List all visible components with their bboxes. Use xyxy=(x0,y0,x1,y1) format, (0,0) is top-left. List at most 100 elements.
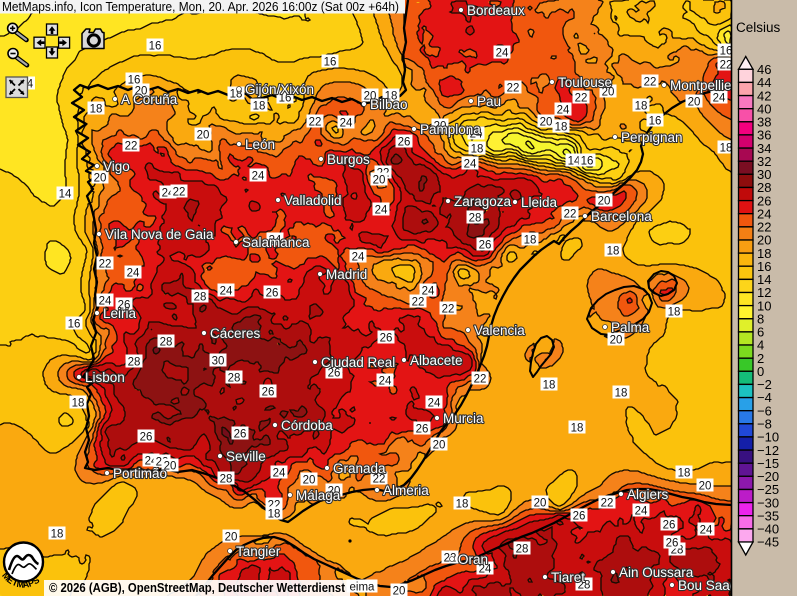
svg-text:24: 24 xyxy=(375,204,388,216)
svg-text:Almeria: Almeria xyxy=(383,483,429,498)
svg-text:M: M xyxy=(16,579,25,590)
svg-text:Madrid: Madrid xyxy=(326,267,367,282)
svg-text:24: 24 xyxy=(700,524,713,536)
svg-text:28: 28 xyxy=(128,356,141,368)
svg-text:18: 18 xyxy=(72,397,85,409)
svg-text:46: 46 xyxy=(757,62,771,77)
svg-text:Valladolid: Valladolid xyxy=(284,193,342,208)
svg-text:28: 28 xyxy=(516,543,529,555)
svg-text:Zaragoza: Zaragoza xyxy=(454,194,512,209)
svg-text:−12: −12 xyxy=(757,443,779,458)
svg-text:S: S xyxy=(31,575,42,587)
svg-text:6: 6 xyxy=(757,325,764,340)
svg-text:20: 20 xyxy=(610,334,623,346)
svg-text:20: 20 xyxy=(328,485,341,497)
svg-text:16: 16 xyxy=(128,74,141,86)
svg-text:−30: −30 xyxy=(757,495,779,510)
svg-text:Granada: Granada xyxy=(333,461,386,476)
svg-text:16: 16 xyxy=(757,259,771,274)
svg-text:Toulouse: Toulouse xyxy=(558,75,612,90)
svg-text:Ain Oussara: Ain Oussara xyxy=(619,565,694,580)
svg-text:26: 26 xyxy=(398,136,411,148)
svg-text:22: 22 xyxy=(644,76,657,88)
svg-text:22: 22 xyxy=(575,92,588,104)
svg-text:28: 28 xyxy=(757,180,771,195)
svg-text:Portimão: Portimão xyxy=(113,466,167,481)
svg-text:0: 0 xyxy=(757,364,764,379)
svg-text:16: 16 xyxy=(149,40,162,52)
svg-text:Vila Nova de Gaia: Vila Nova de Gaia xyxy=(105,227,214,242)
svg-text:20: 20 xyxy=(164,460,177,472)
svg-text:28: 28 xyxy=(469,212,482,224)
svg-text:Salamanca: Salamanca xyxy=(242,235,310,250)
svg-text:Pau: Pau xyxy=(477,94,501,109)
svg-text:MetMaps.info, Icon Temperature: MetMaps.info, Icon Temperature, Mon, 20.… xyxy=(2,0,399,14)
svg-text:−8: −8 xyxy=(757,417,772,432)
svg-text:26: 26 xyxy=(757,193,771,208)
svg-text:28: 28 xyxy=(160,336,173,348)
svg-text:32: 32 xyxy=(757,154,771,169)
svg-text:20: 20 xyxy=(94,172,107,184)
svg-text:22: 22 xyxy=(373,473,386,485)
svg-text:−10: −10 xyxy=(757,430,779,445)
svg-text:24: 24 xyxy=(273,467,286,479)
svg-text:20: 20 xyxy=(197,129,210,141)
svg-text:28: 28 xyxy=(578,579,591,591)
svg-text:−35: −35 xyxy=(757,508,779,523)
svg-text:2: 2 xyxy=(757,351,764,366)
svg-text:44: 44 xyxy=(757,75,771,90)
svg-text:Tiaret: Tiaret xyxy=(551,570,585,585)
svg-text:20: 20 xyxy=(534,497,547,509)
svg-text:20: 20 xyxy=(225,531,238,543)
svg-text:20: 20 xyxy=(757,233,771,248)
svg-text:22: 22 xyxy=(442,303,455,315)
svg-text:14: 14 xyxy=(757,272,771,287)
svg-text:Cáceres: Cáceres xyxy=(210,326,261,341)
svg-text:Albacete: Albacete xyxy=(410,353,463,368)
svg-text:24: 24 xyxy=(757,206,771,221)
svg-text:26: 26 xyxy=(416,423,429,435)
svg-text:18: 18 xyxy=(471,143,484,155)
svg-text:18: 18 xyxy=(757,246,771,261)
svg-text:16: 16 xyxy=(649,115,662,127)
svg-text:26: 26 xyxy=(140,431,153,443)
svg-text:18: 18 xyxy=(456,498,469,510)
svg-text:Bordeaux: Bordeaux xyxy=(467,3,525,18)
svg-text:−45: −45 xyxy=(757,535,779,550)
svg-text:Perpignan: Perpignan xyxy=(621,130,683,145)
svg-text:18: 18 xyxy=(615,387,628,399)
svg-text:−15: −15 xyxy=(757,456,779,471)
svg-text:Bilbao: Bilbao xyxy=(370,97,408,112)
svg-text:22: 22 xyxy=(601,497,614,509)
svg-text:Pamplona: Pamplona xyxy=(420,122,481,137)
svg-text:Córdoba: Córdoba xyxy=(281,418,333,433)
svg-text:24: 24 xyxy=(379,375,392,387)
svg-text:16: 16 xyxy=(324,56,337,68)
svg-text:20: 20 xyxy=(373,174,386,186)
svg-text:22: 22 xyxy=(474,373,487,385)
svg-text:−20: −20 xyxy=(757,469,779,484)
svg-text:20: 20 xyxy=(540,116,553,128)
svg-text:Leiria: Leiria xyxy=(103,306,137,321)
svg-text:20: 20 xyxy=(598,195,611,207)
svg-text:14: 14 xyxy=(568,155,581,167)
svg-text:12: 12 xyxy=(757,285,771,300)
svg-text:© 2026 (AGB), OpenStreetMap, D: © 2026 (AGB), OpenStreetMap, Deutscher W… xyxy=(49,581,346,595)
svg-text:24: 24 xyxy=(127,267,140,279)
svg-text:18: 18 xyxy=(555,121,568,133)
svg-text:24: 24 xyxy=(99,295,112,307)
svg-text:Celsius: Celsius xyxy=(736,20,781,35)
svg-text:Oran: Oran xyxy=(458,552,488,567)
svg-text:18: 18 xyxy=(668,306,681,318)
svg-text:16: 16 xyxy=(581,155,594,167)
svg-text:Lleida: Lleida xyxy=(521,195,558,210)
svg-text:Lisbon: Lisbon xyxy=(85,370,125,385)
svg-text:24: 24 xyxy=(479,563,492,575)
svg-text:Vigo: Vigo xyxy=(103,159,130,174)
svg-text:22: 22 xyxy=(507,82,520,94)
svg-text:18: 18 xyxy=(253,100,266,112)
svg-text:22: 22 xyxy=(757,220,771,235)
svg-text:Burgos: Burgos xyxy=(327,152,370,167)
svg-text:18: 18 xyxy=(635,100,648,112)
svg-text:26: 26 xyxy=(666,537,679,549)
